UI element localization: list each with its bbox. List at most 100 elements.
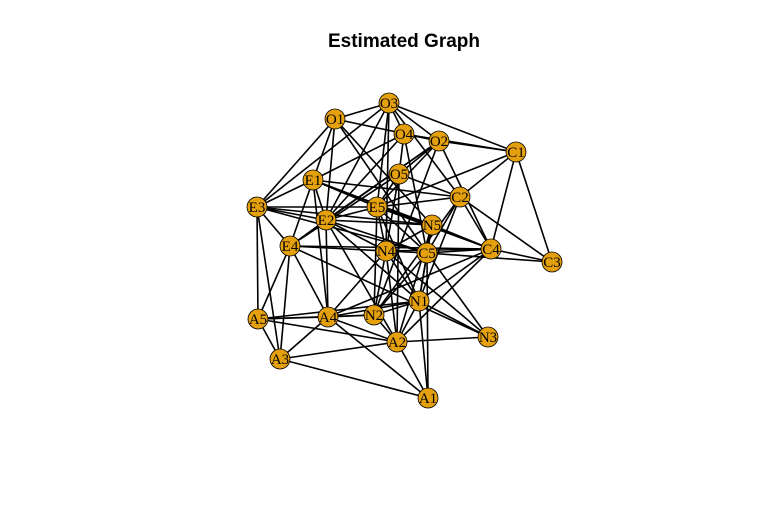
node-o5: O5 [388,163,410,185]
edge-o3-e2 [325,102,390,221]
edge-o3-e3 [256,102,390,208]
edge-c4-n1 [418,248,492,302]
edge-o5-c2 [398,173,461,198]
edge-c2-e5 [376,196,461,208]
node-circle [408,290,430,312]
edge-e2-n1 [325,219,420,302]
edge-c4-a2 [396,248,492,343]
edge-o4-e1 [312,133,405,181]
node-circle [388,163,410,185]
edge-n4-a4 [327,250,387,318]
edge-o1-e1 [312,118,336,181]
node-o4: O4 [393,123,415,145]
node-circle [378,92,400,114]
node-label: C5 [418,246,436,262]
node-c1: C1 [505,141,527,163]
edge-o3-o2 [388,102,440,142]
node-label: C2 [451,190,469,206]
edge-o4-e2 [325,133,405,221]
node-n3: N3 [477,326,499,348]
edge-o3-c1 [388,102,517,153]
edge-e3-a3 [256,206,281,360]
node-label: A2 [388,335,406,351]
node-circle [366,196,388,218]
node-label: O5 [390,167,408,183]
node-circle [315,209,337,231]
edge-o1-e2 [325,118,336,221]
node-circle [375,240,397,262]
node-o2: O2 [428,130,450,152]
node-label: C1 [507,145,525,161]
edge-e2-n5 [325,219,433,226]
node-e2: E2 [315,209,337,231]
node-label: N4 [377,244,396,260]
node-a4: A4 [317,306,339,328]
edge-o5-a2 [396,173,400,343]
node-circle [246,196,268,218]
node-n4: N4 [375,240,397,262]
node-circle [386,331,408,353]
node-circle [247,308,269,330]
node-circle [324,108,346,130]
edge-c1-c3 [515,151,553,263]
edge-c5-a1 [426,252,429,399]
edge-e3-a5 [256,206,259,320]
node-label: E3 [249,200,266,216]
edge-a2-n3 [396,336,489,343]
node-c2: C2 [449,186,471,208]
edge-e1-a4 [312,179,329,318]
node-circle [449,186,471,208]
node-circle [480,238,502,260]
node-circle [279,235,301,257]
node-label: O1 [326,112,344,128]
node-label: C4 [482,242,500,258]
edge-n1-a1 [418,300,429,399]
edge-a3-a1 [279,358,429,399]
edge-c1-c4 [490,151,517,250]
node-circle [477,326,499,348]
edge-c2-n2 [373,196,461,316]
edge-e4-a4 [289,245,329,318]
node-label: O3 [380,96,398,112]
node-circle [269,348,291,370]
node-label: A4 [319,310,338,326]
edge-a4-a3 [279,316,329,360]
node-label: A3 [271,352,289,368]
node-circle [541,251,563,273]
edge-e4-a5 [257,245,291,320]
edge-o3-e5 [376,102,390,208]
node-circle [317,306,339,328]
node-c3: C3 [541,251,563,273]
node-e4: E4 [279,235,301,257]
edge-c2-c3 [459,196,553,263]
edge-n4-n2 [373,250,387,316]
edge-a4-a2 [327,316,398,343]
node-c4: C4 [480,238,502,260]
edge-o1-n5 [334,118,433,226]
node-circle [417,387,439,409]
node-circle [421,214,443,236]
node-n2: N2 [363,304,385,326]
edge-a2-a1 [396,341,429,399]
graph-title: Estimated Graph [328,31,480,52]
edge-n1-n3 [418,300,489,338]
edge-a5-a2 [257,318,398,343]
node-label: N1 [410,294,428,310]
node-n5: N5 [421,214,443,236]
node-o3: O3 [378,92,400,114]
node-label: A5 [249,312,267,328]
edge-a4-a1 [327,316,429,399]
node-c5: C5 [416,242,438,264]
node-label: E1 [305,173,322,189]
node-label: E5 [369,200,386,216]
edge-n4-a2 [385,250,398,343]
node-e5: E5 [366,196,388,218]
edge-e3-c5 [256,206,428,254]
edge-e5-c5 [376,206,428,254]
node-circle [363,304,385,326]
node-label: E4 [282,239,299,255]
edge-e2-a4 [325,219,329,318]
node-circle [428,130,450,152]
node-label: C3 [543,255,561,271]
